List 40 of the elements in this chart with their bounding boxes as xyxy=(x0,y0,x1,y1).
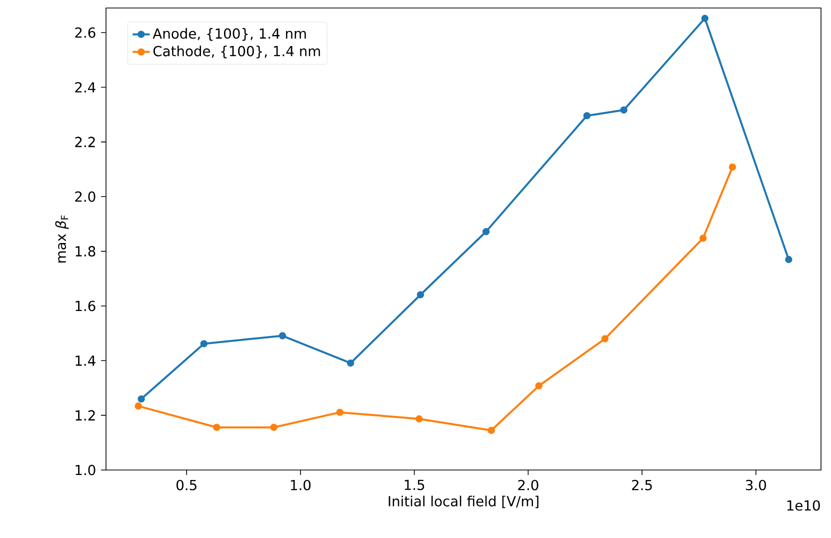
y-tick-label: 1.6 xyxy=(76,300,96,312)
point xyxy=(701,14,708,22)
x-axis-title: Initial local field [V/m] xyxy=(388,496,538,508)
legend-label: Cathode, {100}, 1.4 nm xyxy=(153,46,320,58)
legend-label: Anode, {100}, 1.4 nm xyxy=(152,28,306,41)
y-tick-label: 1.2 xyxy=(76,410,95,420)
point xyxy=(416,291,424,298)
point xyxy=(482,228,490,236)
point xyxy=(620,106,628,114)
point xyxy=(336,408,344,416)
point xyxy=(200,340,208,348)
y-tick-label: 1.0 xyxy=(76,464,96,476)
x-tick-label: 2.5 xyxy=(632,480,652,490)
point xyxy=(416,415,423,422)
x-tick-label: 0.5 xyxy=(176,480,196,490)
y-tick-label: 2.4 xyxy=(75,82,96,92)
point xyxy=(535,382,542,390)
y-tick-label: 1.4 xyxy=(76,356,96,366)
point xyxy=(213,424,220,431)
x-tick-label: 1.0 xyxy=(290,480,311,490)
text: 1e10 xyxy=(787,500,820,511)
point xyxy=(278,332,286,340)
point xyxy=(583,112,591,120)
point xyxy=(270,424,278,431)
point xyxy=(699,234,707,242)
y-tick-label: 1.8 xyxy=(76,246,96,257)
y-tick-label: 2.2 xyxy=(75,136,95,148)
point xyxy=(346,360,354,367)
x-tick-label: 2.0 xyxy=(518,480,538,490)
point xyxy=(488,426,495,434)
y-tick-label: 2.0 xyxy=(75,191,96,202)
point xyxy=(728,164,736,171)
point xyxy=(601,335,609,342)
point xyxy=(138,395,145,403)
point xyxy=(785,256,792,264)
x-tick-label: 3.0 xyxy=(746,480,766,490)
point xyxy=(134,402,142,410)
x-tick-label: 1.5 xyxy=(404,480,424,490)
y-tick-label: 2.6 xyxy=(75,27,96,38)
y-axis-title: max β$_{F}$ xyxy=(55,215,69,262)
